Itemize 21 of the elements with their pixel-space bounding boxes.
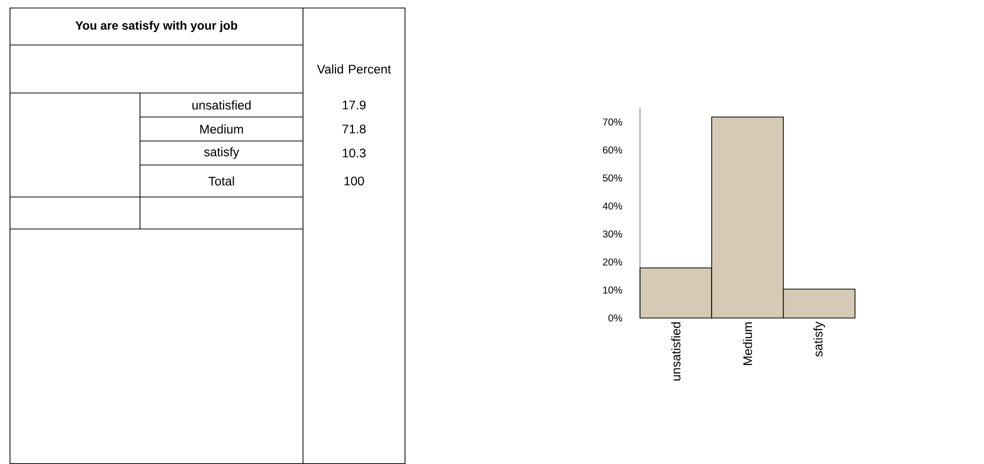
category-label: Medium — [200, 124, 243, 134]
text: 71.8 — [342, 124, 366, 134]
x-tick-label: satisfy — [813, 322, 825, 357]
category-label: unsatisfied — [192, 100, 251, 110]
text: 100 — [344, 176, 364, 186]
text: Total — [208, 176, 234, 186]
x-tick-label: Medium — [742, 322, 752, 365]
y-tick-label: 50% — [602, 174, 622, 182]
text: 10.3 — [342, 148, 366, 158]
x-tick-label: unsatisfied — [671, 322, 680, 380]
y-tick-label: 70% — [602, 118, 622, 126]
y-tick-label: 20% — [602, 258, 622, 266]
y-tick-label: 10% — [603, 286, 622, 294]
y-tick-label: 60% — [602, 146, 622, 154]
category-label: satisfy — [204, 147, 240, 159]
text: You are satisfy with your job — [75, 20, 238, 32]
text: 17.9 — [342, 100, 366, 110]
y-tick-label: 30% — [602, 230, 622, 238]
y-tick-label: 40% — [602, 202, 622, 210]
y-tick-label: 0% — [608, 314, 622, 322]
text: Valid Percent — [317, 64, 391, 74]
